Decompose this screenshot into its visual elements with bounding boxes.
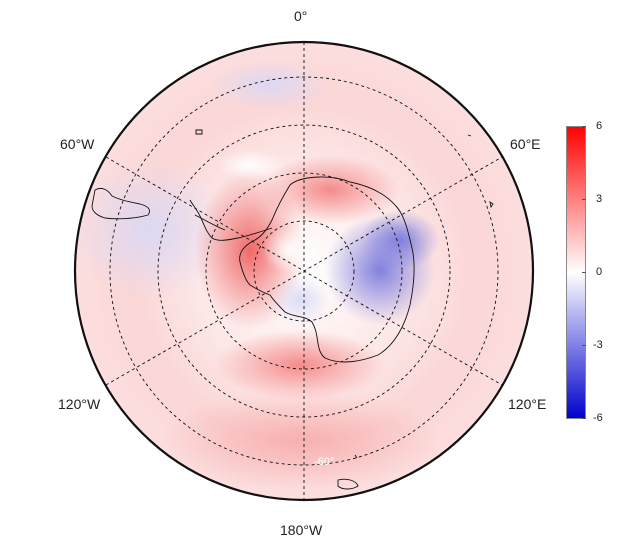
- colorbar-tick-0: 0: [596, 266, 603, 278]
- colorbar-tick-3: 3: [596, 193, 603, 205]
- colorbar-tick-minus3: -3: [593, 339, 603, 351]
- lon-label-120w: 120°W: [58, 396, 101, 412]
- colorbar-tickmark: [582, 199, 586, 200]
- graticule: [105, 42, 503, 500]
- lon-label-120e: 120°E: [508, 396, 547, 412]
- colorbar-gradient: [566, 126, 586, 419]
- colorbar-tick-6: 6: [596, 120, 603, 132]
- colorbar-tickmark: [582, 272, 586, 273]
- colorbar-tickmark: [582, 418, 586, 419]
- map-boundary: [73, 40, 535, 502]
- coastline: [91, 129, 494, 490]
- colorbar-tickmark: [582, 126, 586, 127]
- lon-label-180w: 180°W: [280, 522, 323, 538]
- colorbar-tick-minus6: -6: [593, 412, 603, 424]
- lon-label-60w: 60°W: [60, 136, 95, 152]
- latitude-label: -60°: [314, 456, 334, 468]
- lon-label-60e: 60°E: [510, 136, 541, 152]
- lon-label-0: 0°: [294, 8, 308, 24]
- colorbar-tickmark: [582, 345, 586, 346]
